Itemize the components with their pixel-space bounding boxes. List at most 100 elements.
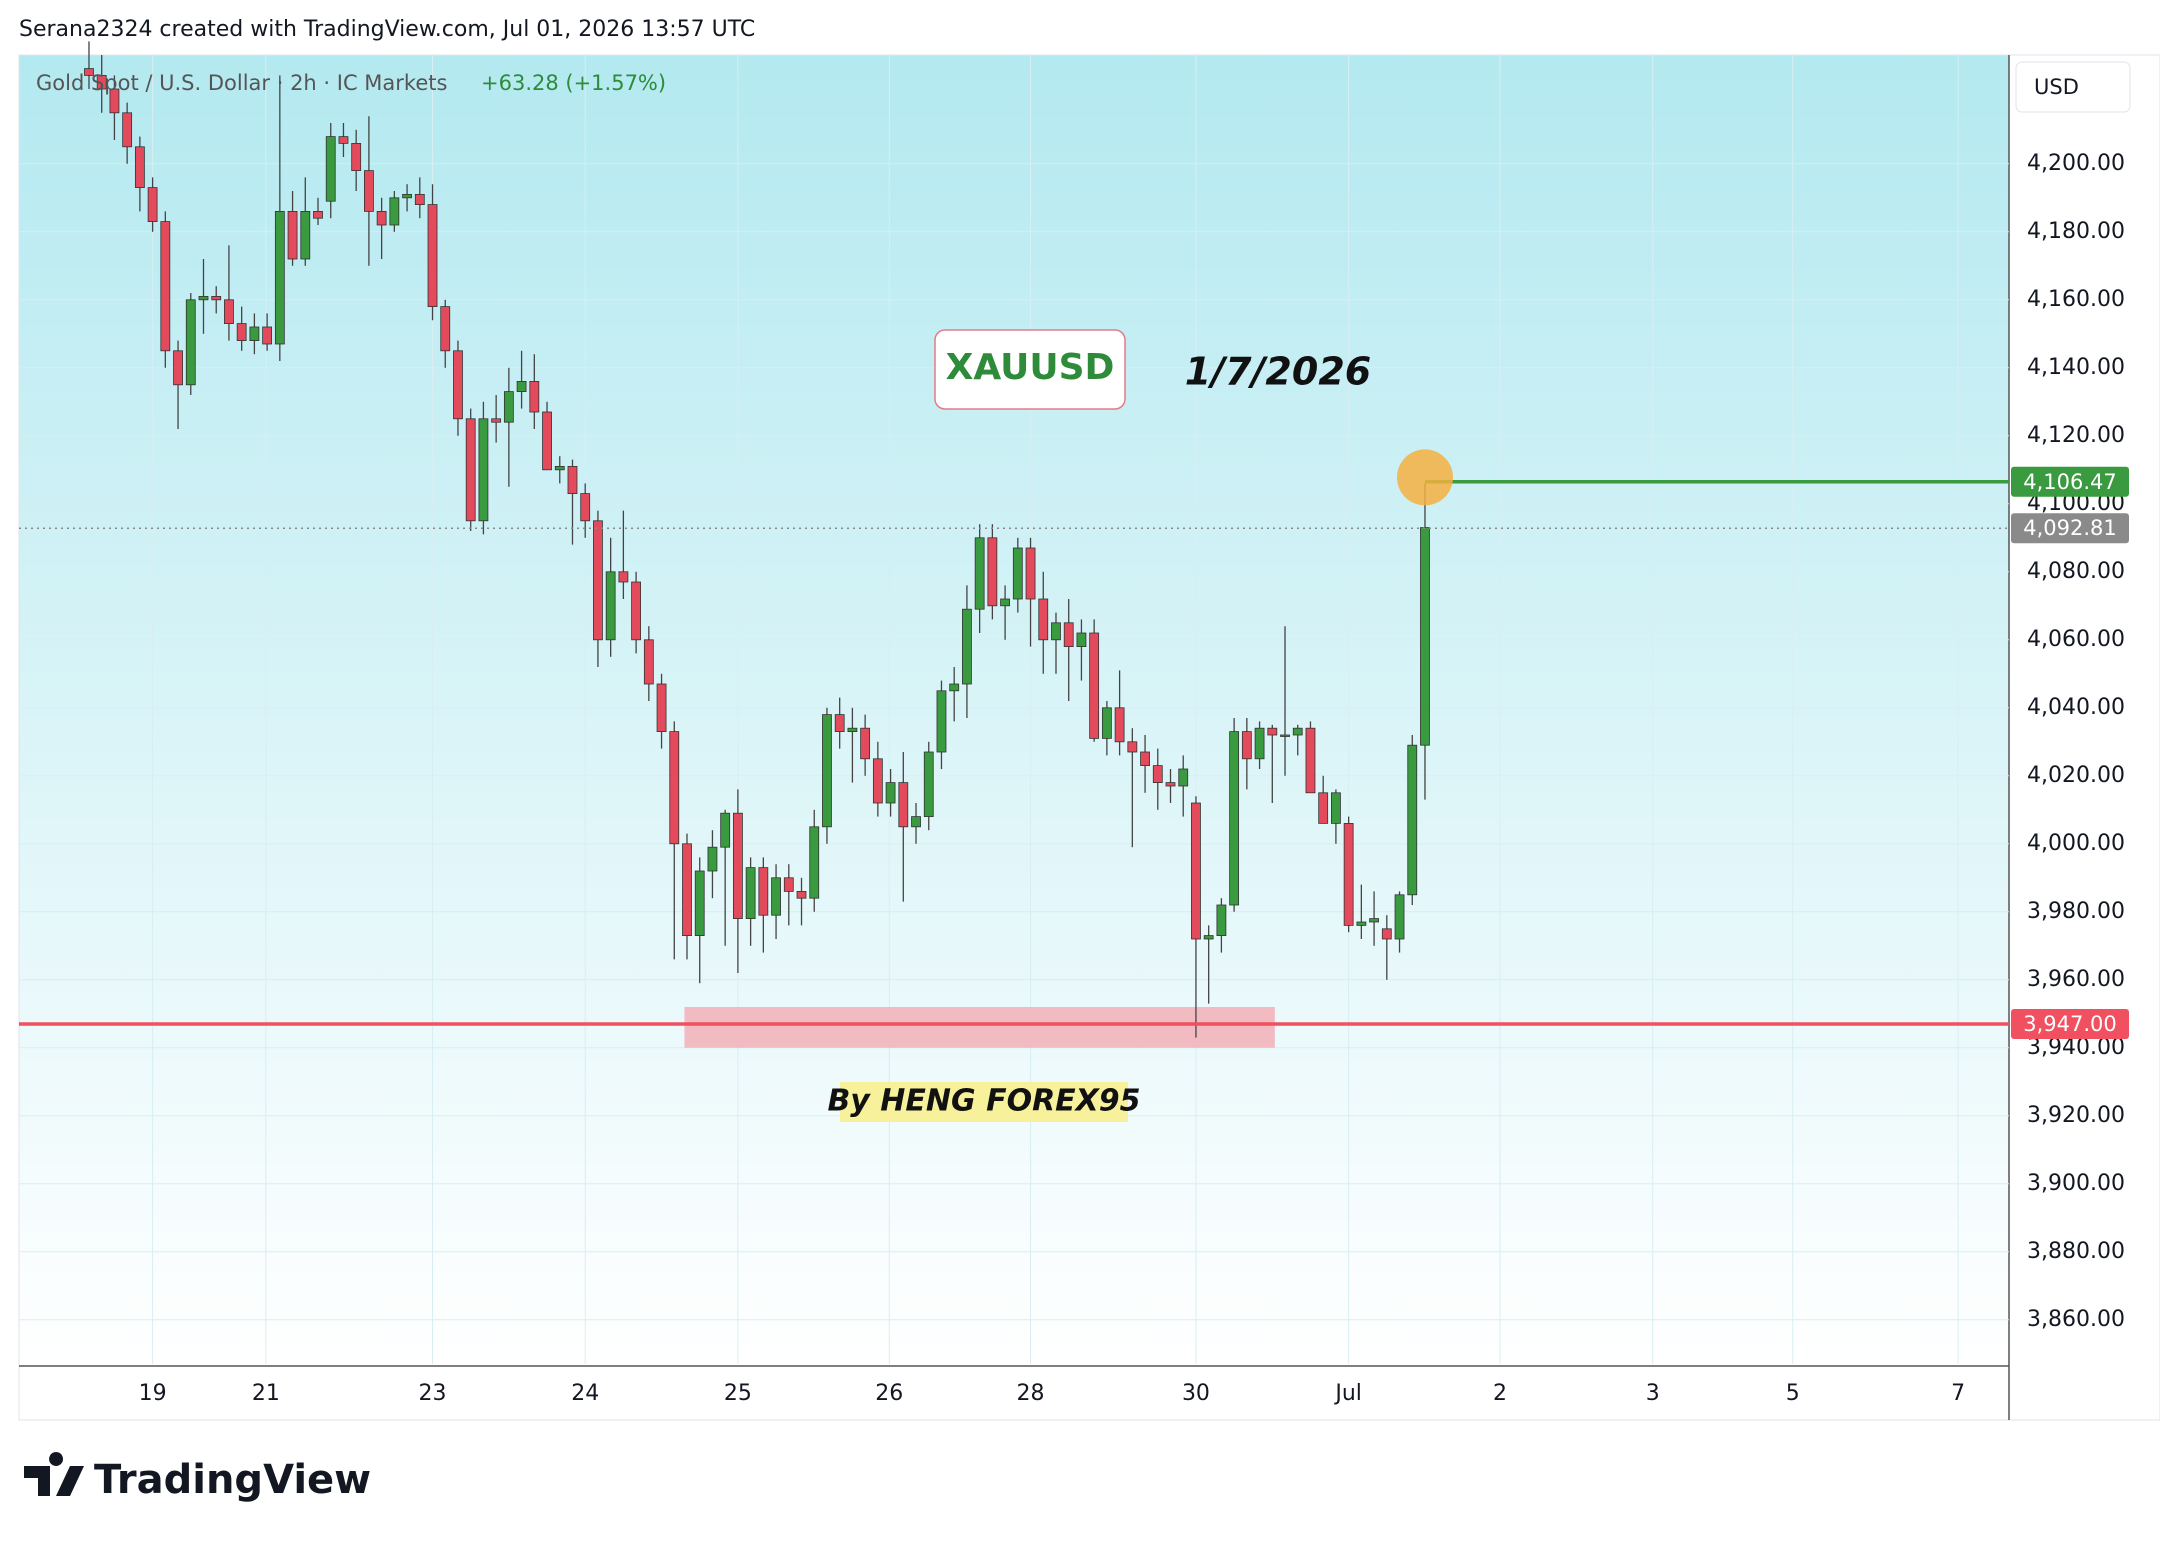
y-tick-label: 3,900.00 [2027, 1171, 2125, 1196]
candle-body [949, 683, 960, 692]
candle-body [198, 295, 209, 301]
x-tick-label: 26 [875, 1381, 903, 1406]
plot-background [19, 55, 2009, 1364]
candle-body [1076, 632, 1087, 648]
candle-body [1420, 527, 1430, 746]
candle-body [554, 465, 565, 471]
candle-body [618, 571, 629, 583]
candle-body [249, 326, 260, 341]
candle-body [656, 683, 667, 732]
plot [84, 41, 1430, 1048]
candle-body [1331, 792, 1341, 824]
candle-body [898, 782, 909, 828]
y-tick-label: 3,920.00 [2027, 1103, 2125, 1128]
candle-body [173, 350, 183, 386]
y-tick-label: 3,960.00 [2027, 967, 2125, 992]
candle-body [974, 537, 985, 610]
candle-body [1241, 731, 1252, 760]
candle-body [771, 877, 781, 916]
x-tick-label: 3 [1646, 1381, 1660, 1406]
candle-body [440, 306, 451, 352]
candle-body [707, 846, 718, 872]
candle-body [605, 571, 616, 641]
candle-body [809, 826, 820, 899]
candle-body [1114, 707, 1125, 743]
candle-body [402, 193, 412, 199]
x-tick-label: Jul [1333, 1381, 1362, 1406]
candle-body [529, 380, 540, 413]
y-tick-label: 3,880.00 [2027, 1239, 2125, 1264]
y-tick-label: 4,080.00 [2027, 559, 2125, 584]
candle-body [1000, 598, 1010, 607]
x-tick-label: 30 [1182, 1381, 1210, 1406]
x-tick-label: 25 [724, 1381, 752, 1406]
candle-body [669, 731, 680, 845]
frame [18, 54, 2160, 1421]
candle-body [96, 75, 107, 90]
candle-body [427, 204, 438, 308]
logo: TradingView [24, 1452, 371, 1503]
axes: 3,860.003,880.003,900.003,920.003,940.00… [139, 151, 2125, 1406]
candle-body [1127, 741, 1138, 753]
candle-body [364, 170, 374, 212]
x-tick-label: 28 [1017, 1381, 1045, 1406]
y-tick-label: 4,060.00 [2027, 627, 2125, 652]
candle-body [1140, 751, 1150, 767]
candle-body [84, 68, 94, 76]
candle-body [274, 210, 285, 345]
x-tick-label: 19 [139, 1381, 167, 1406]
candle-body [236, 323, 247, 342]
currency[interactable]: USD [2034, 75, 2079, 99]
candle-body [211, 295, 222, 301]
y-tick-label: 4,180.00 [2027, 219, 2125, 244]
candle-body [414, 193, 425, 205]
header: Serana2324 created with TradingView.com,… [19, 17, 755, 42]
price-label-box [2011, 466, 2129, 497]
candle-body [1229, 731, 1240, 906]
candle-body [1025, 547, 1036, 600]
candle-body [1369, 918, 1379, 923]
candle-body [1216, 904, 1227, 937]
price-label-box [2011, 1009, 2129, 1039]
candle-body [567, 465, 578, 494]
price-label: 3,947.00 [2023, 1012, 2117, 1036]
candle-body [313, 210, 323, 219]
x-tick-label: 2 [1493, 1381, 1507, 1406]
candle-body [923, 751, 934, 817]
candle-body [376, 210, 387, 226]
candle-body [1267, 727, 1278, 736]
x-tick-label: 5 [1786, 1381, 1800, 1406]
highlight [1396, 449, 1453, 506]
candle-body [885, 782, 896, 804]
candle-body [185, 299, 196, 386]
candle-body [1012, 547, 1023, 600]
candle-body [1280, 734, 1290, 737]
y-tick-label: 4,000.00 [2027, 831, 2125, 856]
y-tick-label: 4,160.00 [2027, 287, 2125, 312]
candle-body [351, 142, 362, 171]
x-tick-label: 24 [571, 1381, 599, 1406]
candle-body [732, 812, 743, 920]
candle-body [758, 867, 769, 916]
candle-body [1381, 928, 1392, 940]
symbol-box [934, 329, 1126, 410]
candle-body [745, 867, 756, 919]
price-label: 4,092.81 [2023, 516, 2117, 540]
y-tick-label: 3,980.00 [2027, 899, 2125, 924]
footer: TradingView [94, 1457, 371, 1503]
price-label-box [2011, 513, 2129, 544]
x-tick-label: 23 [419, 1381, 447, 1406]
candle-body [1101, 707, 1112, 739]
candle-body [503, 391, 514, 423]
currency-box[interactable] [2015, 61, 2131, 113]
candle-body [1343, 823, 1354, 926]
candle-body [694, 870, 705, 936]
candle-body [1394, 894, 1405, 940]
change: +63.28 (+1.57%) [481, 71, 666, 95]
candle-body [1292, 727, 1303, 736]
candle-body [262, 326, 273, 345]
candle-body [1051, 622, 1061, 641]
candle-body [580, 493, 591, 522]
candle-body [465, 418, 476, 522]
